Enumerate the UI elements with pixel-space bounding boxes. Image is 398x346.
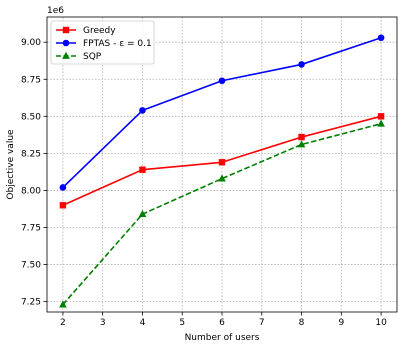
series-line [62, 122, 382, 306]
data-point [218, 174, 226, 182]
data-point [298, 133, 305, 141]
legend-label: Greedy [83, 26, 116, 36]
data-point [59, 300, 67, 308]
data-point [377, 119, 385, 127]
x-tick-label: 7 [259, 318, 265, 328]
x-tick-label: 5 [179, 318, 185, 328]
series-3 [59, 119, 385, 308]
x-tick-label: 3 [100, 318, 106, 328]
y-tick-label: 9.00 [21, 38, 41, 48]
data-point [297, 140, 306, 148]
y-tick-label: 8.75 [21, 75, 41, 85]
legend-label: SQP [83, 52, 102, 62]
x-tick-label: 2 [60, 318, 66, 328]
legend-box [50, 20, 155, 65]
data-point [59, 202, 67, 209]
legend-item: Greedy [56, 26, 116, 36]
data-point [218, 159, 226, 166]
x-tick-label: 4 [140, 318, 146, 328]
series-2 [59, 34, 385, 191]
x-axis-label: Number of users [185, 333, 260, 343]
series-layer [59, 34, 385, 308]
y-tick-label: 7.50 [21, 261, 41, 271]
y-scale-label: 1e6 [47, 6, 64, 16]
data-point [139, 166, 146, 173]
y-tick-label: 8.00 [21, 186, 41, 196]
legend-item: FPTAS - ε = 0.1 [56, 39, 152, 49]
data-point [139, 107, 146, 114]
data-point [377, 34, 385, 42]
y-tick-label: 7.25 [21, 298, 41, 308]
y-tick-label: 8.25 [21, 149, 41, 159]
data-point [377, 113, 385, 120]
y-tick-label: 7.75 [21, 224, 41, 234]
y-tick-label: 8.50 [21, 112, 41, 122]
data-point [59, 184, 67, 191]
series-1 [59, 113, 385, 209]
data-point [138, 209, 147, 218]
data-point [298, 61, 305, 68]
legend: Greedy FPTAS - ε = 0.1 SQP [50, 20, 155, 65]
legend-marker [62, 51, 70, 59]
legend-marker [62, 39, 70, 47]
x-tick-label: 10 [375, 318, 387, 328]
ticks: 2 3 4 5 6 7 8 9 10 7.25 7.50 7.75 8.00 8.25 8.50 8.75 9.… [21, 38, 387, 328]
y-axis-label: Objective value [6, 129, 16, 200]
data-point [218, 77, 226, 85]
x-tick-label: 6 [219, 318, 225, 328]
legend-marker [62, 26, 70, 34]
legend-item: SQP [56, 51, 102, 62]
x-tick-label: 8 [299, 318, 305, 328]
x-tick-label: 9 [338, 318, 344, 328]
legend-label: FPTAS - ε = 0.1 [83, 39, 152, 49]
